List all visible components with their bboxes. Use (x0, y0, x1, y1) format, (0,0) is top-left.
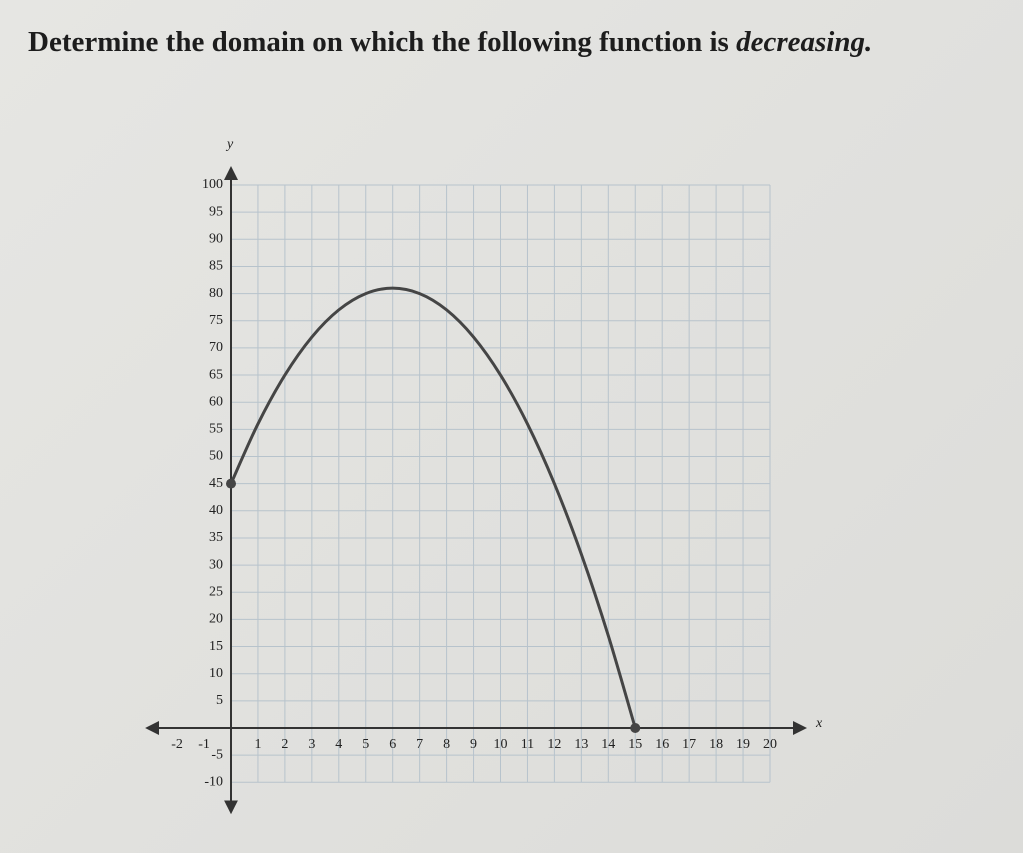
question-text: Determine the domain on which the follow… (28, 26, 729, 58)
x-tick-label: 15 (628, 737, 642, 752)
y-tick-label: -5 (211, 747, 223, 762)
y-tick-label: 100 (202, 177, 223, 192)
y-tick-label: 85 (209, 259, 223, 274)
x-tick-label: 2 (281, 737, 288, 752)
y-tick-label: 90 (209, 232, 223, 247)
y-tick-label: 80 (209, 286, 223, 301)
y-tick-label: 60 (209, 394, 223, 409)
y-tick-label: 35 (209, 530, 223, 545)
x-tick-label: 4 (335, 737, 342, 752)
x-tick-label: 10 (494, 737, 508, 752)
y-tick-label: 40 (209, 503, 223, 518)
question: Determine the domain on which the follow… (28, 26, 872, 59)
x-tick-label: 9 (470, 737, 477, 752)
endpoint (630, 723, 641, 733)
y-tick-label: 50 (209, 449, 223, 464)
x-tick-label: 18 (709, 737, 723, 752)
y-tick-label: 65 (209, 367, 223, 382)
x-axis-label: x (815, 716, 823, 731)
x-tick-label: 8 (443, 737, 450, 752)
x-tick-label: 11 (521, 737, 534, 752)
y-axis-label: y (225, 137, 234, 152)
x-tick-label: 17 (682, 737, 696, 752)
y-tick-label: 20 (209, 612, 223, 627)
y-tick-label: 75 (209, 313, 223, 328)
y-tick-label: -10 (204, 775, 223, 790)
x-tick-label: -1 (198, 737, 210, 752)
x-tick-label: 19 (736, 737, 750, 752)
x-tick-label: 7 (416, 737, 423, 752)
y-tick-label: 55 (209, 422, 223, 437)
x-tick-label: 5 (362, 737, 369, 752)
x-tick-label: 20 (763, 737, 777, 752)
endpoint (226, 478, 236, 489)
y-tick-label: 30 (209, 557, 223, 572)
x-tick-label: 14 (601, 737, 615, 752)
x-tick-label: 13 (574, 737, 588, 752)
y-tick-label: 25 (209, 584, 223, 599)
line (229, 286, 637, 729)
x-tick-label: 1 (254, 737, 261, 752)
x-tick-label: 12 (547, 737, 561, 752)
x-tick-label: 16 (655, 737, 669, 752)
y-tick-label: 5 (216, 693, 223, 708)
x-tick-label: -2 (171, 737, 183, 752)
y-tick-label: 45 (209, 476, 223, 491)
y-tick-label: 15 (209, 639, 223, 654)
x-tick-label: 3 (308, 737, 315, 752)
question-emphasis: decreasing. (736, 26, 873, 58)
y-tick-label: 10 (209, 666, 223, 681)
y-tick-label: 95 (209, 204, 223, 219)
x-tick-label: 6 (389, 737, 396, 752)
y-tick-label: 70 (209, 340, 223, 355)
